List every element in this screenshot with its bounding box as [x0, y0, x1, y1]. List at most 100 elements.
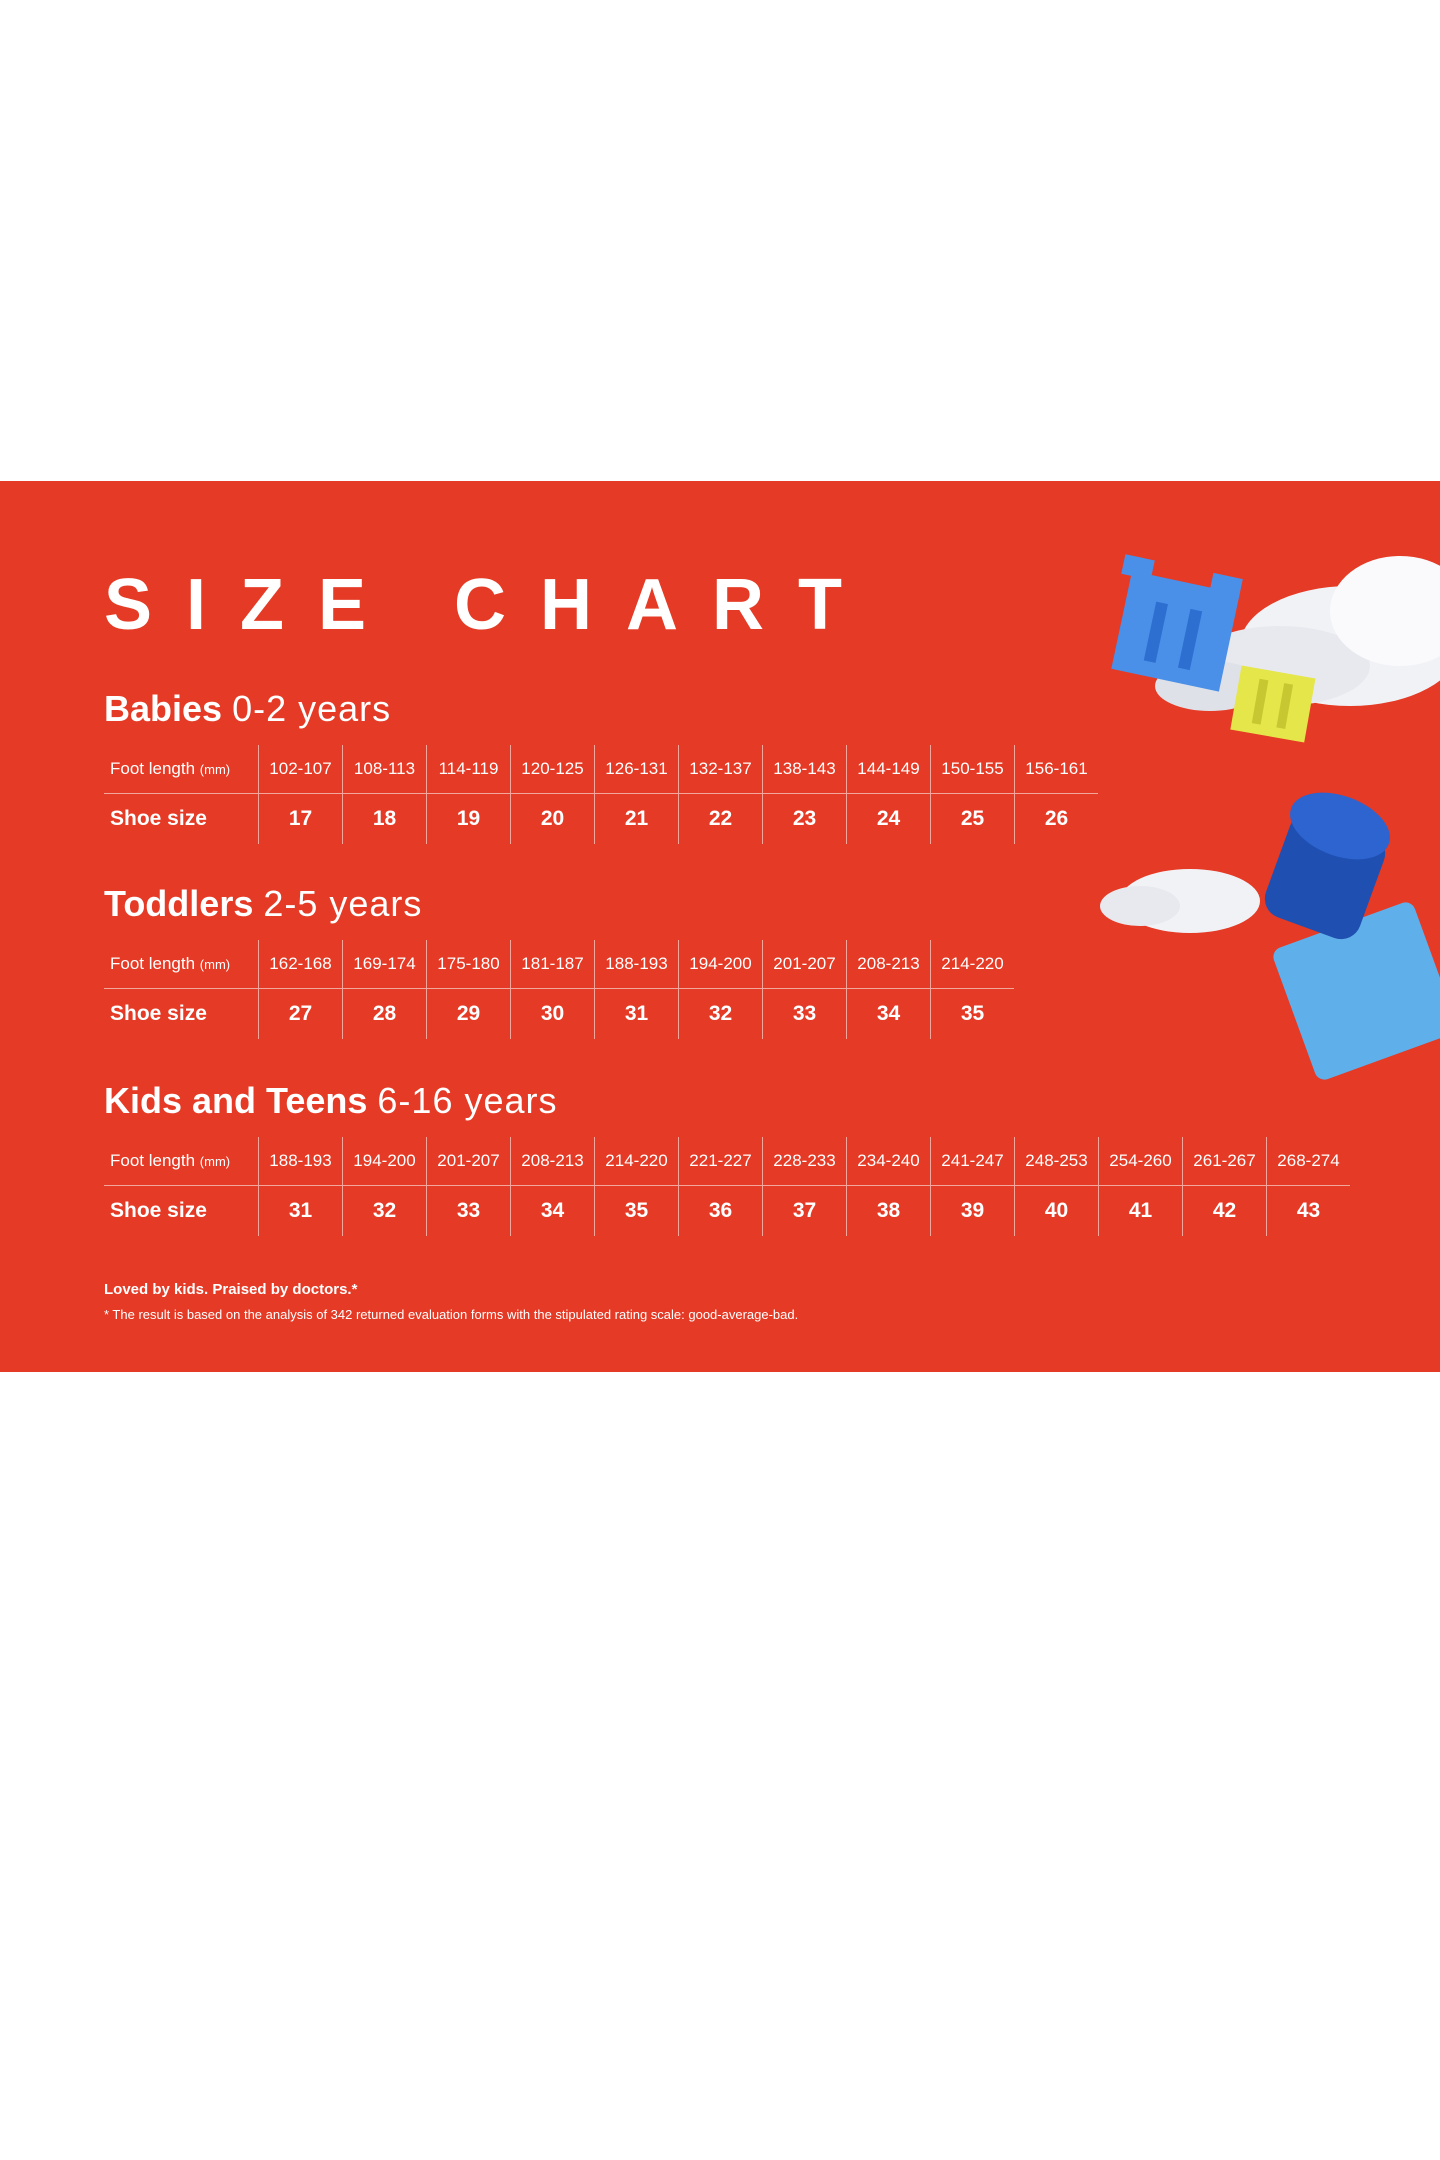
foot-length-cell: 102-107: [258, 745, 343, 794]
footnote: * The result is based on the analysis of…: [104, 1307, 799, 1322]
section-heading-babies: Babies 0-2 years: [104, 691, 391, 727]
foot-length-cell: 214-220: [930, 940, 1014, 989]
foot-length-cell: 188-193: [594, 940, 679, 989]
row-label: Shoe size: [110, 1002, 207, 1025]
section-age: 6-16 years: [377, 1080, 558, 1121]
foot-length-cell: 261-267: [1182, 1137, 1267, 1186]
size-chart-banner: SIZE CHART Babies 0-2 years Foot length …: [0, 481, 1440, 1372]
shoe-size-cell: 32: [678, 988, 763, 1039]
foot-length-cell: 208-213: [846, 940, 931, 989]
shoe-size-cell: 22: [678, 793, 763, 844]
shoe-size-cell: 34: [510, 1185, 595, 1236]
row-label: Foot length (mm): [104, 940, 259, 989]
section-name: Babies: [104, 688, 223, 729]
shoe-size-cell: 35: [594, 1185, 679, 1236]
foot-length-cell: 108-113: [342, 745, 427, 794]
shoe-size-cell: 33: [426, 1185, 511, 1236]
foot-length-row: Foot length (mm) 162-168 169-174 175-180 181…: [104, 940, 1014, 989]
shoe-size-row: Shoe size 27 28 29 30 31 32 33 34 35: [104, 988, 1014, 1039]
shoe-size-row: Shoe size 31 32 33 34 35 36 37 38 39 40 41 42 43: [104, 1185, 1350, 1236]
yellow-toy-block-icon: [1230, 665, 1316, 743]
foot-length-cell: 138-143: [762, 745, 847, 794]
blue-toy-block-icon: [1111, 554, 1243, 692]
row-label: Shoe size: [110, 807, 207, 830]
shoe-size-cell: 29: [426, 988, 511, 1039]
shoe-size-cell: 34: [846, 988, 931, 1039]
blue-cylinder-cube-icon: [1264, 792, 1440, 1080]
foot-length-cell: 175-180: [426, 940, 511, 989]
shoe-size-cell: 18: [342, 793, 427, 844]
foot-length-cell: 254-260: [1098, 1137, 1183, 1186]
foot-length-label: Foot length: [110, 954, 196, 973]
foot-length-row: Foot length (mm) 102-107 108-113 114-119 120…: [104, 745, 1098, 794]
section-heading-kids-teens: Kids and Teens 6-16 years: [104, 1083, 558, 1119]
foot-length-cell: 144-149: [846, 745, 931, 794]
shoe-size-cell: 43: [1266, 1185, 1350, 1236]
foot-length-cell: 194-200: [342, 1137, 427, 1186]
shoe-size-cell: 33: [762, 988, 847, 1039]
section-name: Toddlers: [104, 883, 254, 924]
foot-length-cell: 188-193: [258, 1137, 343, 1186]
shoe-size-cell: 36: [678, 1185, 763, 1236]
foot-length-cell: 214-220: [594, 1137, 679, 1186]
foot-length-cell: 221-227: [678, 1137, 763, 1186]
decorative-toys-illustration: [1100, 554, 1440, 1080]
shoe-size-cell: 20: [510, 793, 595, 844]
section-age: 2-5 years: [263, 883, 423, 924]
shoe-size-cell: 31: [594, 988, 679, 1039]
section-name: Kids and Teens: [104, 1080, 368, 1121]
shoe-size-cell: 35: [930, 988, 1014, 1039]
shoe-size-cell: 41: [1098, 1185, 1183, 1236]
row-label: Foot length (mm): [104, 1137, 259, 1186]
foot-length-label: Foot length: [110, 759, 196, 778]
foot-length-cell: 201-207: [762, 940, 847, 989]
shoe-size-cell: 21: [594, 793, 679, 844]
shoe-size-cell: 24: [846, 793, 931, 844]
foot-length-cell: 268-274: [1266, 1137, 1350, 1186]
tagline: Loved by kids. Praised by doctors.*: [104, 1281, 358, 1298]
foot-length-cell: 234-240: [846, 1137, 931, 1186]
foot-length-cell: 126-131: [594, 745, 679, 794]
shoe-size-cell: 30: [510, 988, 595, 1039]
unit-label: (mm): [199, 762, 231, 777]
foot-length-cell: 201-207: [426, 1137, 511, 1186]
cloud-middle-icon: [1100, 869, 1260, 933]
row-label: Foot length (mm): [104, 745, 259, 794]
foot-length-cell: 248-253: [1014, 1137, 1099, 1186]
shoe-size-cell: 26: [1014, 793, 1098, 844]
foot-length-cell: 181-187: [510, 940, 595, 989]
foot-length-cell: 120-125: [510, 745, 595, 794]
shoe-size-cell: 31: [258, 1185, 343, 1236]
shoe-size-cell: 38: [846, 1185, 931, 1236]
shoe-size-cell: 27: [258, 988, 343, 1039]
section-age: 0-2 years: [232, 688, 392, 729]
shoe-size-cell: 19: [426, 793, 511, 844]
foot-length-cell: 114-119: [426, 745, 511, 794]
shoe-size-cell: 17: [258, 793, 343, 844]
foot-length-cell: 241-247: [930, 1137, 1015, 1186]
shoe-size-cell: 32: [342, 1185, 427, 1236]
foot-length-cell: 169-174: [342, 940, 427, 989]
shoe-size-cell: 25: [930, 793, 1015, 844]
shoe-size-cell: 39: [930, 1185, 1015, 1236]
foot-length-cell: 228-233: [762, 1137, 847, 1186]
unit-label: (mm): [199, 1154, 231, 1169]
row-label: Shoe size: [110, 1199, 207, 1222]
shoe-size-cell: 42: [1182, 1185, 1267, 1236]
shoe-size-cell: 28: [342, 988, 427, 1039]
foot-length-cell: 156-161: [1014, 745, 1098, 794]
foot-length-row: Foot length (mm) 188-193 194-200 201-207 208…: [104, 1137, 1350, 1186]
foot-length-cell: 208-213: [510, 1137, 595, 1186]
shoe-size-cell: 37: [762, 1185, 847, 1236]
foot-length-cell: 194-200: [678, 940, 763, 989]
unit-label: (mm): [199, 957, 231, 972]
foot-length-cell: 150-155: [930, 745, 1015, 794]
size-table-kids-teens: Foot length (mm) 188-193 194-200 201-207 208…: [104, 1137, 1350, 1236]
foot-length-cell: 132-137: [678, 745, 763, 794]
shoe-size-cell: 40: [1014, 1185, 1099, 1236]
size-table-babies: Foot length (mm) 102-107 108-113 114-119 120…: [104, 745, 1098, 844]
section-heading-toddlers: Toddlers 2-5 years: [104, 886, 422, 922]
shoe-size-row: Shoe size 17 18 19 20 21 22 23 24 25 26: [104, 793, 1098, 844]
foot-length-label: Foot length: [110, 1151, 196, 1170]
page-title: SIZE CHART: [104, 565, 876, 645]
